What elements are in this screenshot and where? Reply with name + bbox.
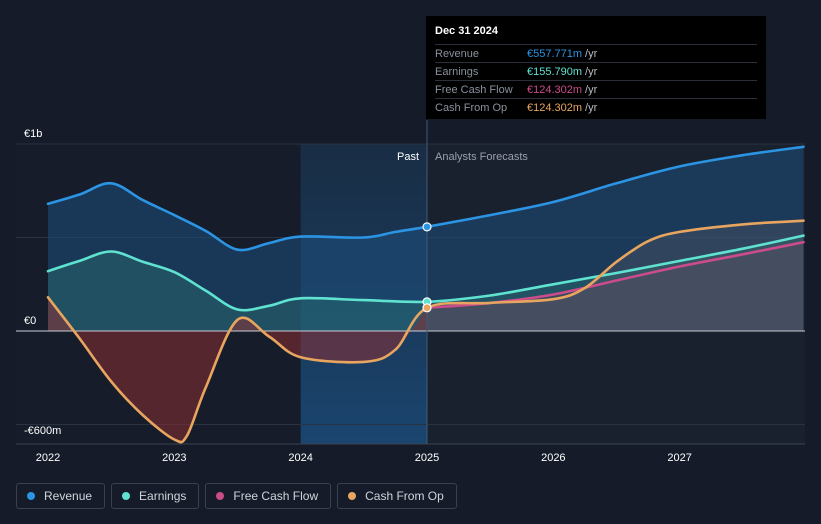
legend-label: Revenue — [44, 489, 93, 503]
tooltip-value: €155.790m — [527, 65, 583, 78]
forecast-label: Analysts Forecasts — [435, 151, 528, 163]
marker-cash-from-op — [422, 303, 432, 313]
tooltip-row-cash-from-op: Cash From Op €124.302m /yr — [435, 98, 757, 116]
area-earnings — [48, 235, 804, 331]
legend-item-cash-from-op[interactable]: Cash From Op — [337, 483, 457, 509]
legend-dot-icon — [216, 492, 225, 500]
x-tick-label: 2022 — [36, 452, 60, 464]
tooltip-row-revenue: Revenue €557.771m /yr — [435, 44, 757, 62]
legend: Revenue Earnings Free Cash Flow Cash Fro… — [16, 483, 457, 509]
tooltip-unit: /yr — [585, 101, 598, 114]
tooltip-label: Revenue — [435, 47, 480, 60]
tooltip-label: Earnings — [435, 65, 479, 78]
tooltip-row-free-cash-flow: Free Cash Flow €124.302m /yr — [435, 80, 757, 98]
x-tick-label: 2026 — [541, 452, 565, 464]
tooltip-value: €124.302m — [527, 83, 583, 96]
tooltip-date: Dec 31 2024 — [435, 25, 498, 37]
area-revenue — [48, 146, 804, 331]
legend-dot-icon — [27, 492, 35, 500]
area-cash-from-op-past — [48, 297, 427, 443]
y-tick-label: €0 — [24, 315, 36, 327]
legend-label: Cash From Op — [365, 489, 444, 503]
tooltip-value: €557.771m — [527, 47, 583, 60]
legend-label: Free Cash Flow — [233, 489, 319, 503]
tooltip-unit: /yr — [585, 65, 598, 78]
area-cash-from-op-forecast — [427, 220, 804, 331]
legend-dot-icon — [122, 492, 131, 500]
tooltip-unit: /yr — [585, 47, 598, 60]
legend-dot-icon — [348, 492, 357, 500]
tooltip-label: Free Cash Flow — [435, 83, 513, 96]
tooltip-value: €124.302m — [527, 101, 583, 114]
legend-label: Earnings — [139, 489, 187, 503]
legend-item-earnings[interactable]: Earnings — [111, 483, 200, 509]
legend-item-free-cash-flow[interactable]: Free Cash Flow — [205, 483, 332, 509]
tooltip: Dec 31 2024 Revenue €557.771m /yr Earnin… — [426, 16, 766, 119]
x-tick-label: 2027 — [667, 452, 691, 464]
x-tick-label: 2023 — [162, 452, 186, 464]
y-tick-label: €1b — [24, 128, 42, 140]
tooltip-label: Cash From Op — [435, 101, 508, 114]
marker-revenue — [422, 222, 432, 232]
past-label: Past — [397, 151, 419, 163]
line-revenue — [46, 145, 805, 252]
line-cash-from-op — [46, 219, 805, 444]
x-tick-label: 2025 — [415, 452, 439, 464]
y-tick-label: -€600m — [24, 425, 61, 437]
area-free-cash-flow — [427, 242, 804, 331]
tooltip-unit: /yr — [585, 83, 598, 96]
line-earnings — [46, 234, 805, 312]
x-tick-label: 2024 — [288, 452, 312, 464]
tooltip-row-earnings: Earnings €155.790m /yr — [435, 62, 757, 80]
legend-item-revenue[interactable]: Revenue — [16, 483, 106, 509]
